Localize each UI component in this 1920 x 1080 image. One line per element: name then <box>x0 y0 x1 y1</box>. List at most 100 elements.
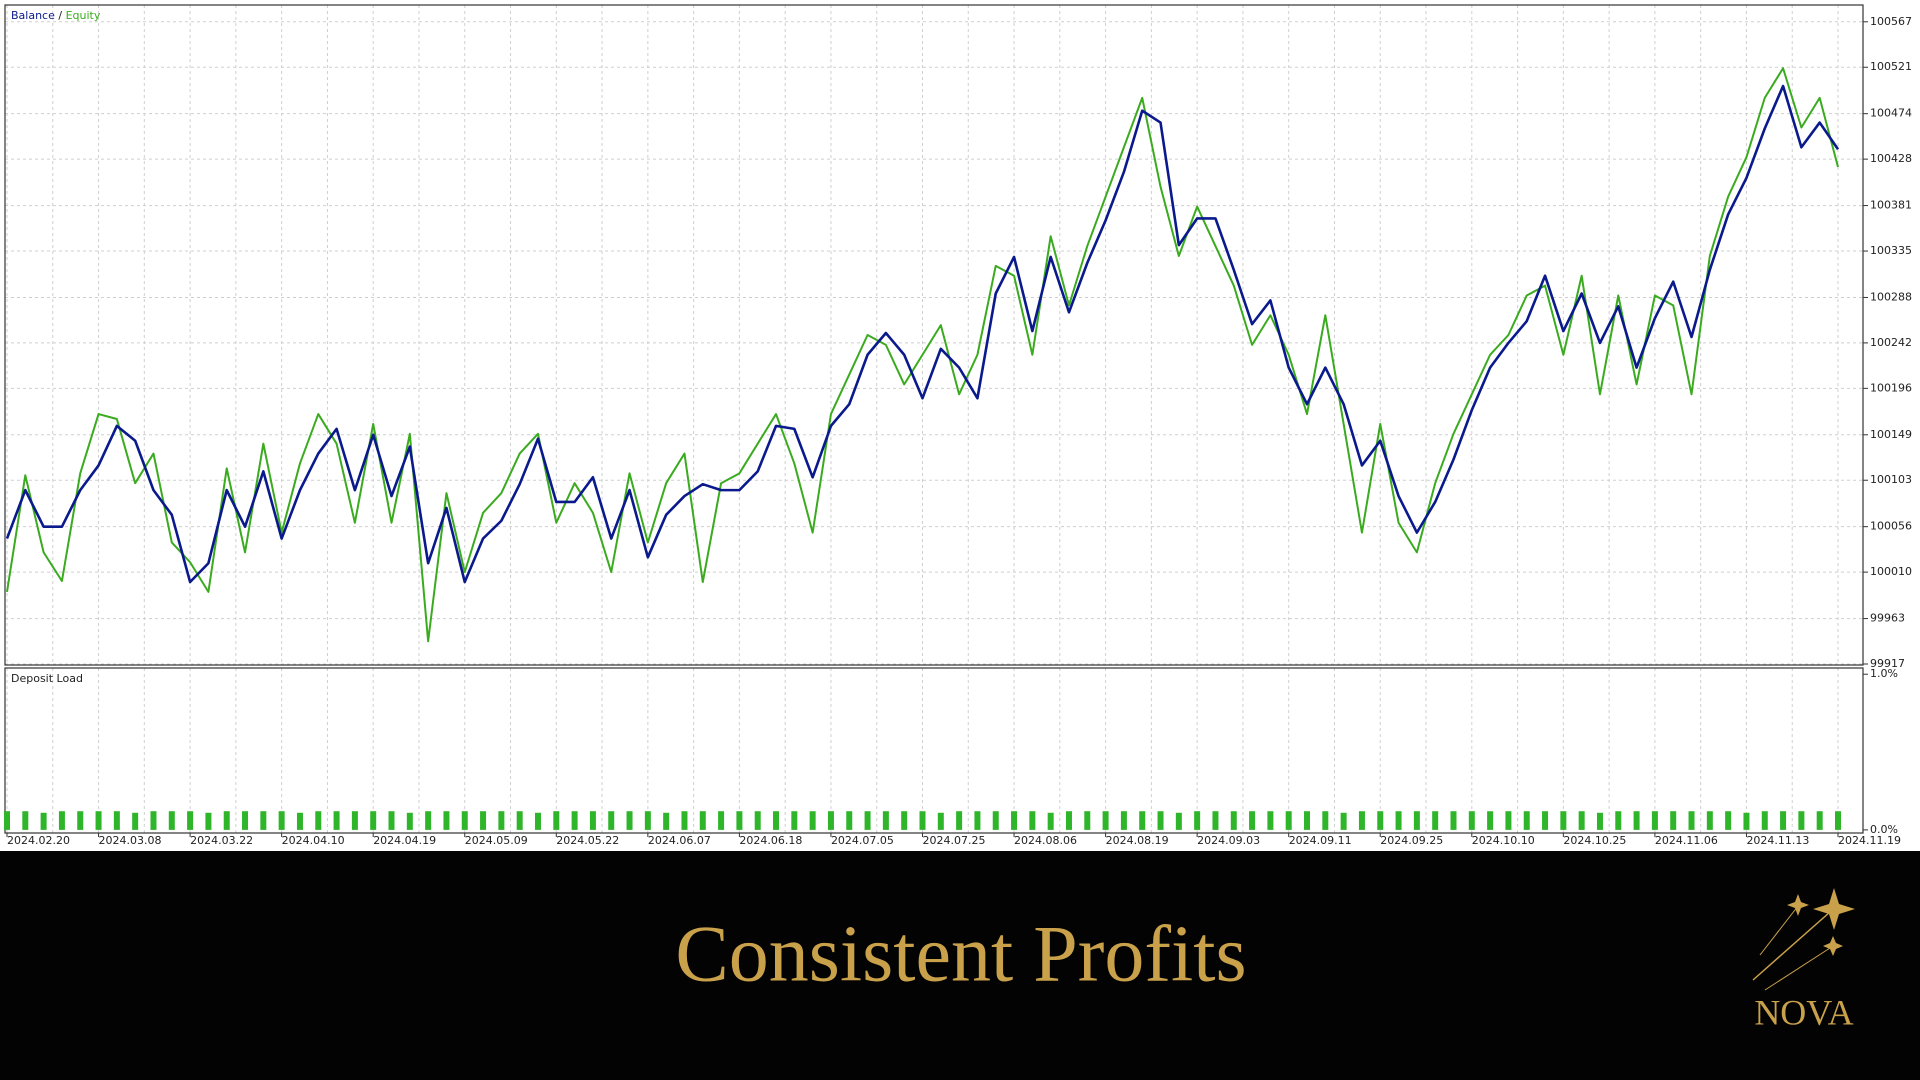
y-tick-label: 0.0% <box>1870 823 1898 836</box>
logo-text: NOVA <box>1754 992 1853 1032</box>
bar <box>754 811 761 830</box>
bar <box>1450 811 1457 830</box>
bar <box>1285 811 1292 830</box>
bar <box>77 811 84 830</box>
y-tick-label: 100149 <box>1870 428 1912 441</box>
y-tick-label: 100288 <box>1870 290 1912 303</box>
bar <box>1249 811 1256 830</box>
bar <box>1596 812 1603 830</box>
bar <box>1120 811 1127 830</box>
y-tick-label: 100567 <box>1870 15 1912 28</box>
bar <box>296 812 303 830</box>
bar <box>1615 811 1622 830</box>
bar <box>571 811 578 830</box>
bar <box>187 811 194 830</box>
bar <box>461 811 468 830</box>
y-tick-label: 99963 <box>1870 612 1905 625</box>
bar <box>4 811 10 830</box>
bar <box>736 811 743 830</box>
bar <box>1395 811 1402 830</box>
bar <box>516 811 523 830</box>
x-tick-label: 2024.05.22 <box>556 834 619 847</box>
bar <box>205 812 212 830</box>
bar <box>919 811 926 830</box>
logo-icon <box>1752 888 1855 991</box>
y-tick-label: 100428 <box>1870 152 1912 165</box>
y-tick-label: 100056 <box>1870 520 1912 533</box>
bar <box>1560 811 1567 830</box>
bar <box>1047 812 1054 830</box>
bar <box>1578 811 1585 830</box>
bar <box>1011 811 1018 830</box>
bar <box>1212 811 1219 830</box>
bar <box>553 811 560 830</box>
bar <box>1725 811 1732 830</box>
bar <box>351 811 358 830</box>
bar <box>150 811 157 830</box>
bar <box>1157 811 1164 830</box>
bar <box>864 811 871 830</box>
bar <box>1835 811 1841 830</box>
x-tick-label: 2024.09.11 <box>1289 834 1352 847</box>
bar <box>425 811 432 830</box>
x-tick-label: 2024.06.07 <box>648 834 711 847</box>
bar <box>1065 811 1072 830</box>
bar <box>589 811 596 830</box>
bar <box>1706 811 1713 830</box>
bar <box>534 812 541 830</box>
bar <box>1542 811 1549 830</box>
bar <box>1432 811 1439 830</box>
bar <box>95 811 102 830</box>
x-tick-label: 2024.09.25 <box>1380 834 1443 847</box>
bar <box>1267 811 1274 830</box>
bar <box>1230 811 1237 830</box>
bar <box>260 811 267 830</box>
bar <box>626 811 633 830</box>
x-tick-label: 2024.04.10 <box>282 834 345 847</box>
bar <box>1487 811 1494 830</box>
bar <box>1468 811 1475 830</box>
y-tick-label: 1.0% <box>1870 667 1898 680</box>
legend-separator: / <box>55 9 66 22</box>
bar <box>388 811 395 830</box>
x-tick-label: 2024.11.19 <box>1838 834 1901 847</box>
bar <box>882 811 889 830</box>
x-tick-label: 2024.11.06 <box>1655 834 1718 847</box>
y-tick-label: 100474 <box>1870 107 1912 120</box>
bar <box>1322 811 1329 830</box>
bar <box>1761 811 1768 830</box>
bar <box>608 811 615 830</box>
series-line <box>5 84 1840 584</box>
bar <box>956 811 963 830</box>
x-tick-label: 2024.04.19 <box>373 834 436 847</box>
bar <box>901 811 908 830</box>
y-tick-label: 100196 <box>1870 381 1912 394</box>
x-tick-label: 2024.09.03 <box>1197 834 1260 847</box>
bar <box>699 811 706 830</box>
bar <box>992 811 999 830</box>
bar <box>1798 811 1805 830</box>
bar <box>1780 811 1787 830</box>
bar <box>1304 811 1311 830</box>
bar <box>40 812 47 830</box>
y-tick-label: 100381 <box>1870 199 1912 212</box>
y-tick-label: 100335 <box>1870 244 1912 257</box>
bar <box>406 812 413 830</box>
y-tick-label: 100010 <box>1870 565 1912 578</box>
x-tick-label: 2024.05.09 <box>465 834 528 847</box>
y-tick-label: 100242 <box>1870 336 1912 349</box>
y-tick-label: 99917 <box>1870 657 1905 670</box>
deposit-title: Deposit Load <box>11 672 83 685</box>
bar <box>113 811 120 830</box>
main-panel <box>4 4 1864 666</box>
bar <box>58 811 65 830</box>
bar <box>1102 811 1109 830</box>
bar <box>315 811 322 830</box>
legend-entry: Equity <box>66 9 101 22</box>
bar <box>827 811 834 830</box>
bar <box>1651 811 1658 830</box>
bar <box>168 811 175 830</box>
banner <box>0 851 1920 1080</box>
